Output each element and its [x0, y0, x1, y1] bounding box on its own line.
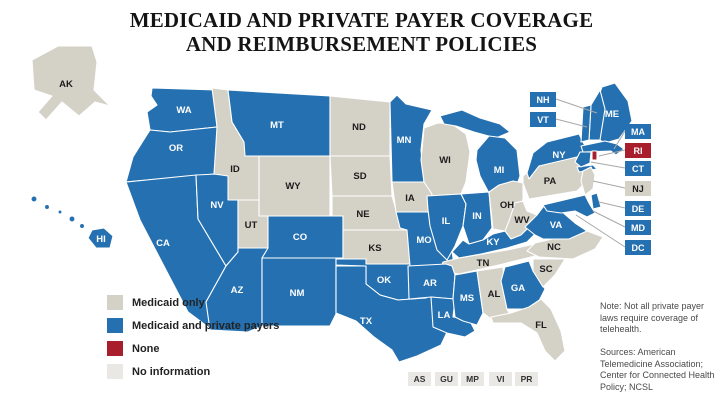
- legend-item-medicaid-only: Medicaid only: [107, 295, 279, 310]
- title-line-2: AND REIMBURSEMENT POLICIES: [185, 31, 538, 56]
- legend: Medicaid only Medicaid and private payer…: [107, 295, 279, 387]
- label-oh: OH: [500, 200, 514, 211]
- state-sc: [532, 258, 566, 288]
- label-ca: CA: [156, 238, 170, 249]
- title-line-1: MEDICAID AND PRIVATE PAYER COVERAGE: [129, 8, 594, 32]
- callout-nh: NH: [530, 92, 556, 107]
- territory-as: AS: [408, 372, 431, 386]
- legend-item-medicaid-private: Medicaid and private payers: [107, 318, 279, 333]
- label-al: AL: [488, 289, 501, 300]
- callout-nj: NJ: [625, 181, 651, 196]
- label-nv: NV: [210, 200, 224, 211]
- legend-swatch-none: [107, 341, 123, 356]
- label-ms: MS: [460, 293, 474, 304]
- label-mo: MO: [416, 235, 431, 246]
- note-text: Note: Not all private payer laws require…: [600, 301, 705, 335]
- page-title: MEDICAID AND PRIVATE PAYER COVERAGE AND …: [0, 8, 723, 56]
- label-tn: TN: [477, 258, 490, 269]
- legend-swatch-medicaid-only: [107, 295, 123, 310]
- label-or: OR: [169, 143, 183, 154]
- label-ar: AR: [423, 278, 437, 289]
- legend-label: Medicaid only: [132, 296, 205, 309]
- sources-text: Sources: American Telemedicine Associati…: [600, 347, 715, 393]
- legend-label: None: [132, 342, 160, 355]
- label-il: IL: [442, 216, 451, 227]
- label-ne: NE: [356, 209, 369, 220]
- label-la: LA: [438, 310, 451, 321]
- territory-gu: GU: [435, 372, 458, 386]
- legend-item-none: None: [107, 341, 279, 356]
- state-ct: [574, 151, 592, 168]
- callout-ri: RI: [625, 143, 651, 158]
- legend-swatch-no-information: [107, 364, 123, 379]
- label-ak: AK: [59, 79, 73, 90]
- label-me: ME: [605, 109, 619, 120]
- label-wi: WI: [439, 155, 451, 166]
- label-nm: NM: [290, 288, 305, 299]
- label-wa: WA: [176, 105, 191, 116]
- label-ks: KS: [368, 243, 381, 254]
- callout-de: DE: [625, 201, 651, 216]
- label-wy: WY: [285, 181, 301, 192]
- state-labels: AK HI WA OR CA NV ID MT WY UT CO AZ NM N…: [59, 79, 619, 331]
- label-mn: MN: [397, 135, 412, 146]
- label-in: IN: [472, 211, 482, 222]
- label-az: AZ: [231, 285, 244, 296]
- label-ny: NY: [552, 150, 566, 161]
- legend-label: Medicaid and private payers: [132, 319, 280, 332]
- territory-vi: VI: [489, 372, 512, 386]
- state-az: [205, 247, 269, 333]
- state-nj: [580, 166, 596, 196]
- state-fl: [490, 298, 566, 362]
- state-ri: [591, 150, 598, 161]
- label-sd: SD: [353, 171, 366, 182]
- legend-swatch-medicaid-private: [107, 318, 123, 333]
- state-mi-up: [439, 109, 511, 139]
- state-ak: [31, 45, 111, 121]
- label-mt: MT: [270, 120, 284, 131]
- label-ia: IA: [405, 193, 415, 204]
- label-ky: KY: [486, 237, 500, 248]
- state-de: [590, 192, 602, 210]
- state-nc: [526, 230, 604, 260]
- legend-label: No information: [132, 365, 211, 378]
- callout-dc: DC: [625, 240, 651, 255]
- state-va: [524, 202, 588, 240]
- callout-ma: MA: [625, 124, 651, 139]
- label-nd: ND: [352, 122, 366, 133]
- label-hi: HI: [96, 234, 106, 245]
- label-id: ID: [230, 164, 240, 175]
- label-co: CO: [293, 232, 307, 243]
- state-hi-islands: [30, 195, 114, 249]
- label-fl: FL: [535, 320, 547, 331]
- territory-pr: PR: [515, 372, 538, 386]
- label-mi: MI: [494, 165, 505, 176]
- label-ut: UT: [245, 220, 258, 231]
- notes-block: Note: Not all private payer laws require…: [600, 301, 720, 405]
- label-ok: OK: [377, 275, 391, 286]
- label-nc: NC: [547, 242, 561, 253]
- state-md: [542, 194, 596, 218]
- leader-lines: [555, 98, 626, 248]
- state-nm: [261, 257, 337, 327]
- legend-item-no-information: No information: [107, 364, 279, 379]
- label-wv: WV: [514, 215, 530, 226]
- label-tx: TX: [360, 316, 373, 327]
- state-wv: [504, 200, 538, 240]
- label-va: VA: [550, 220, 563, 231]
- callout-ct: CT: [625, 161, 651, 176]
- label-ga: GA: [511, 283, 525, 294]
- state-hi: [87, 227, 114, 249]
- callout-vt: VT: [530, 112, 556, 127]
- state-or: [125, 126, 220, 183]
- label-pa: PA: [544, 176, 557, 187]
- territory-mp: MP: [461, 372, 484, 386]
- callout-md: MD: [625, 220, 651, 235]
- state-vt: [580, 104, 592, 143]
- label-sc: SC: [539, 264, 552, 275]
